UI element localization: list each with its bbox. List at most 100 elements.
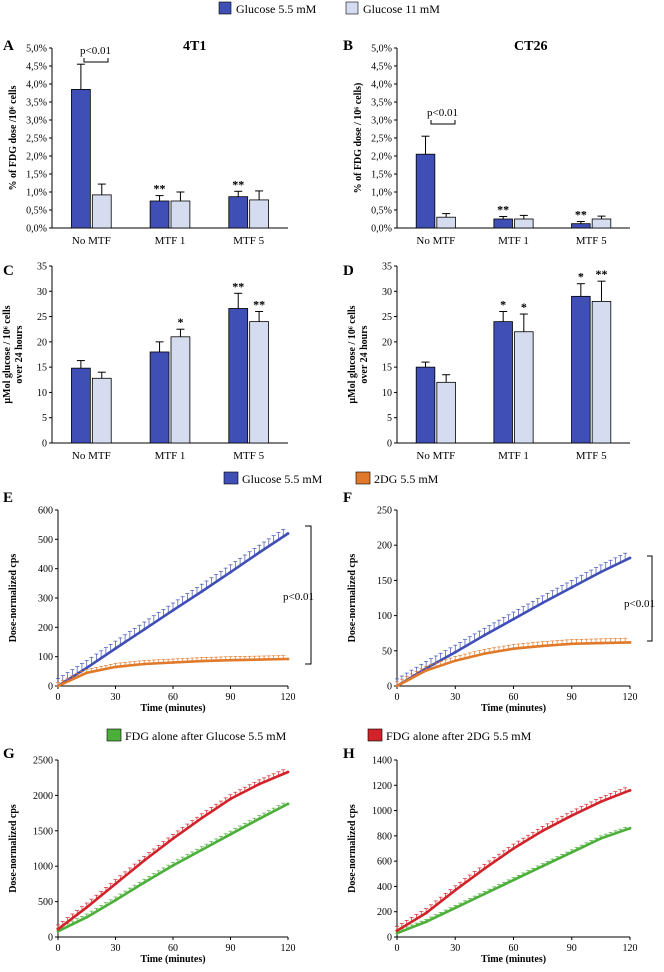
data-point bbox=[424, 920, 428, 924]
y-axis-label-line2: over 24 hours bbox=[14, 325, 25, 383]
y-tick-label: 20 bbox=[37, 337, 47, 348]
data-point bbox=[512, 847, 515, 850]
y-tick-label: 200 bbox=[377, 907, 392, 918]
y-tick-label: 35 bbox=[37, 262, 47, 273]
data-point bbox=[570, 850, 574, 854]
p-value-label-a: p<0.01 bbox=[80, 45, 111, 57]
p-annotation-a: p<0.01 bbox=[80, 45, 111, 63]
data-point bbox=[85, 671, 89, 675]
y-axis-label: Dose-normalized cps bbox=[8, 554, 19, 643]
bar bbox=[228, 308, 249, 444]
data-point bbox=[570, 586, 574, 589]
data-point bbox=[395, 929, 399, 933]
y-tick-label: 3,0% bbox=[26, 116, 47, 127]
y-tick-label: 1500 bbox=[33, 826, 53, 837]
p-value-label-f: p<0.01 bbox=[624, 598, 655, 610]
p-value-label-b: p<0.01 bbox=[427, 107, 458, 119]
bar bbox=[91, 377, 112, 444]
x-tick-label: 0 bbox=[395, 692, 400, 703]
data-point bbox=[142, 627, 146, 631]
chart-e: 0 100 200 300 400 500 600 0 30 60 90 120 Time (minut… bbox=[8, 506, 296, 715]
data-point bbox=[200, 659, 204, 663]
x-category-label: MTF 5 bbox=[576, 235, 607, 247]
panel-letter-c: C bbox=[3, 263, 14, 279]
p-annotation-f: p<0.01 bbox=[624, 555, 655, 642]
data-point bbox=[171, 864, 175, 867]
data-point bbox=[424, 911, 428, 915]
series-line bbox=[396, 789, 631, 932]
y-tick-label: 15 bbox=[37, 363, 47, 374]
p-annotation-b: p<0.01 bbox=[427, 107, 458, 125]
data-point bbox=[142, 859, 146, 862]
data-point bbox=[229, 797, 232, 801]
y-tick-label: 0,5% bbox=[371, 206, 392, 217]
data-point bbox=[541, 829, 545, 833]
x-tick-label: 30 bbox=[450, 943, 460, 954]
bar bbox=[91, 194, 112, 229]
data-point bbox=[395, 931, 399, 935]
x-tick-label: 0 bbox=[395, 943, 400, 954]
data-point bbox=[453, 906, 457, 910]
y-tick-label: 2,5% bbox=[371, 134, 392, 145]
data-point bbox=[482, 867, 486, 871]
y-tick-label: 500 bbox=[38, 897, 53, 908]
y-tick-label: 100 bbox=[38, 652, 53, 663]
series-line bbox=[396, 556, 631, 688]
legend-label-glucose-11: Glucose 11 mM bbox=[363, 2, 440, 16]
panel-letter-a: A bbox=[3, 38, 14, 54]
data-point bbox=[257, 782, 261, 786]
bar bbox=[571, 223, 591, 229]
x-tick-label: 90 bbox=[226, 943, 236, 954]
legend-swatch-glucose-5-5 bbox=[218, 1, 232, 15]
significance-mark: ** bbox=[253, 298, 265, 312]
y-tick-label: 0,0% bbox=[26, 224, 47, 235]
chart-g: 0 500 1000 1500 2000 2500 0 30 60 90 120 Time (minu… bbox=[8, 756, 296, 966]
series-2 bbox=[56, 655, 290, 688]
y-axis-label: Dose-normalized cps bbox=[8, 804, 19, 893]
y-tick-label: 5 bbox=[42, 413, 47, 424]
significance-mark: * bbox=[500, 298, 506, 312]
y-tick-label: 3,5% bbox=[26, 98, 47, 109]
y-tick-label: 1,0% bbox=[26, 188, 47, 199]
series-2 bbox=[395, 787, 632, 933]
data-point bbox=[85, 666, 89, 670]
legend-swatch-fdg-2dg bbox=[367, 728, 383, 742]
significance-mark: ** bbox=[154, 182, 166, 196]
significance-mark: ** bbox=[232, 279, 244, 293]
bar bbox=[71, 367, 91, 444]
y-tick-label: 0 bbox=[48, 933, 53, 944]
x-tick-label: 30 bbox=[111, 692, 121, 703]
data-point bbox=[85, 905, 89, 909]
x-tick-label: 30 bbox=[450, 692, 460, 703]
y-tick-label: 0 bbox=[42, 439, 47, 450]
y-tick-label: 3,5% bbox=[371, 98, 392, 109]
y-tick-label: 1000 bbox=[372, 806, 392, 817]
data-point bbox=[541, 864, 545, 868]
y-axis-label-line2: over 24 hours bbox=[359, 325, 370, 383]
y-tick-label: 1400 bbox=[372, 756, 392, 767]
y-tick-label: 300 bbox=[38, 594, 53, 605]
panel-letter-b: B bbox=[343, 38, 353, 54]
y-tick-label: 4,5% bbox=[26, 62, 47, 73]
y-tick-label: 4,5% bbox=[371, 62, 392, 73]
y-tick-label: 25 bbox=[382, 312, 392, 323]
x-tick-label: 120 bbox=[623, 692, 638, 703]
x-category-label: No MTF bbox=[416, 450, 455, 462]
data-point bbox=[599, 836, 603, 840]
bar bbox=[415, 366, 436, 444]
x-tick-label: 90 bbox=[567, 943, 577, 954]
series-1 bbox=[56, 802, 290, 933]
data-point bbox=[424, 669, 428, 672]
y-tick-label: 250 bbox=[377, 506, 392, 517]
data-point bbox=[482, 652, 486, 656]
y-tick-label: 0,5% bbox=[26, 206, 47, 217]
y-tick-label: 10 bbox=[382, 388, 392, 399]
legend-middle: Glucose 5.5 mM 2DG 5.5 mM bbox=[223, 471, 439, 486]
data-point bbox=[286, 532, 290, 535]
y-tick-label: 1,0% bbox=[371, 188, 392, 199]
charts: 0,0% 0,5% 1,0% 1,5% 2,0% 2,5% 3,0% 3,5% 4,0% 4,5%… bbox=[2, 44, 638, 966]
data-point bbox=[482, 633, 486, 637]
y-tick-label: 0 bbox=[387, 933, 392, 944]
y-tick-label: 100 bbox=[377, 611, 392, 622]
data-point bbox=[142, 881, 146, 884]
